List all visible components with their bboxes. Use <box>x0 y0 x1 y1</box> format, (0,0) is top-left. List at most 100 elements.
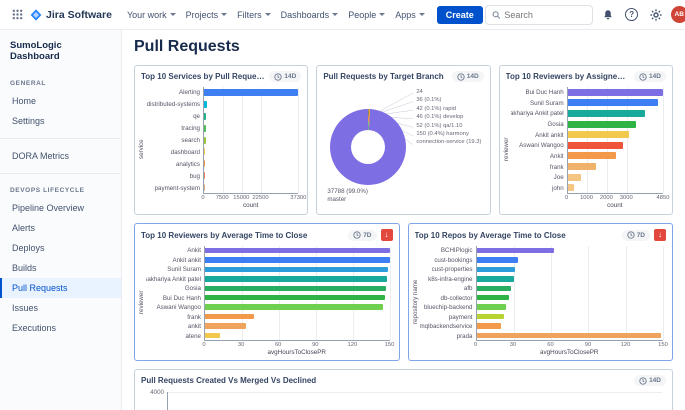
time-range-label: 14D <box>466 73 479 80</box>
category-labels: Alerting distributed-systems qe tracing sear… <box>146 87 203 194</box>
category-label: afb <box>463 285 473 293</box>
time-range-label: 14D <box>649 73 661 80</box>
sidebar-item-alerts[interactable]: Alerts <box>12 223 36 233</box>
nav-item-apps[interactable]: Apps <box>390 6 430 24</box>
search-input[interactable] <box>504 9 586 20</box>
nav-item-people[interactable]: People <box>343 6 390 24</box>
chevron-down-icon <box>264 13 271 16</box>
nav-item-label: Dashboards <box>280 9 330 20</box>
time-range-label: 14D <box>284 73 297 80</box>
x-axis-label: count <box>242 202 259 209</box>
plot-area <box>566 87 664 194</box>
x-tick-label: 0 <box>202 342 206 348</box>
sidebar-item-settings[interactable]: Settings <box>12 116 45 126</box>
sidebar-item-home[interactable]: Home <box>12 96 37 106</box>
x-tick-label: 2000 <box>599 195 613 201</box>
grid-line <box>352 246 354 340</box>
time-range-badge[interactable]: 7D <box>348 229 377 241</box>
donut-callout-label: 52 (0.1%) qa/1.10 <box>416 122 463 129</box>
create-button[interactable]: Create <box>436 5 483 24</box>
time-range-badge[interactable]: 14D <box>634 375 666 386</box>
time-range-label: 14D <box>649 377 661 384</box>
time-range-badge[interactable]: 14D <box>269 71 302 82</box>
x-axis-ticks: 0 1000 2000 3000 4850 <box>565 194 669 202</box>
download-button[interactable]: ↓ <box>654 229 666 241</box>
nav-item-label: Apps <box>395 9 416 20</box>
app-switcher-button[interactable] <box>8 6 26 24</box>
x-axis-ticks: 0 30 60 90 120 150 <box>202 341 394 349</box>
jira-logo-icon <box>30 8 42 21</box>
search-box[interactable] <box>484 4 593 25</box>
settings-button[interactable] <box>647 6 665 24</box>
panel-row-1: Top 10 Services by Pull Requests 14D ser… <box>134 65 673 215</box>
sidebar-item-pipeline-overview[interactable]: Pipeline Overview <box>12 203 85 213</box>
nav-item-your-work[interactable]: Your work <box>122 6 181 24</box>
nav-item-label: Your work <box>126 9 167 20</box>
bar <box>205 332 220 339</box>
x-axis-label: avgHoursToClosePR <box>267 349 326 356</box>
time-range-badge[interactable]: 14D <box>451 71 484 82</box>
bar <box>205 257 390 263</box>
user-avatar[interactable]: AB <box>670 6 685 23</box>
category-label: dashboard <box>170 148 200 156</box>
sidebar-item-dora-metrics[interactable]: DORA Metrics <box>12 151 70 161</box>
x-tick-label: 150 <box>658 342 668 348</box>
x-tick-label: 1000 <box>580 195 593 201</box>
grid-line <box>260 87 262 193</box>
clock-icon <box>274 72 283 81</box>
bar <box>204 101 207 109</box>
category-label: frank <box>549 163 564 171</box>
grid-line <box>315 246 317 340</box>
jira-home-link[interactable]: Jira Software <box>30 9 112 21</box>
donut-main-label: 37788 (99.0%) master <box>327 188 368 204</box>
repos-time-bar-chart: repository name BCHIPlogic cust-bookings c… <box>409 243 673 360</box>
download-button[interactable]: ↓ <box>380 229 393 241</box>
grid-line <box>663 246 664 340</box>
bell-icon <box>603 9 612 19</box>
category-label: ankit <box>187 323 201 331</box>
category-label: Bui Duc Hanh <box>525 88 564 96</box>
x-tick-label: 30 <box>237 342 245 348</box>
panel-header: Pull Requests by Target Branch 14D <box>317 66 489 84</box>
panel-title: Top 10 Reviewers by Assigned Pull ... <box>505 72 630 81</box>
sidebar-item-issues[interactable]: Issues <box>12 303 39 313</box>
bar <box>205 276 388 282</box>
chevron-down-icon <box>221 13 228 16</box>
category-label: BCHIPlogic <box>440 247 473 255</box>
donut-callout-label: 42 (0.1%) rapid <box>416 105 456 112</box>
sidebar-item-builds[interactable]: Builds <box>12 263 37 273</box>
category-label: prada <box>456 332 473 340</box>
sidebar-item-pull-requests[interactable]: Pull Requests <box>0 278 121 298</box>
sidebar-divider <box>0 173 121 174</box>
category-label: analytics <box>175 160 200 168</box>
category-label: sakhariya Ankit patel <box>146 275 201 283</box>
time-range-badge[interactable]: 14D <box>634 71 666 82</box>
sidebar-item-deploys[interactable]: Deploys <box>12 243 45 253</box>
sidebar-section-heading: GENERAL <box>10 80 46 87</box>
download-icon: ↓ <box>384 230 389 239</box>
x-tick-label: 3000 <box>619 195 633 201</box>
chevron-down-icon <box>169 13 176 16</box>
sidebar-item-executions[interactable]: Executions <box>12 323 57 333</box>
sidebar: SumoLogic Dashboard GENERAL Home Settings D… <box>0 30 122 410</box>
panel-header: Top 10 Reviewers by Assigned Pull ... 14… <box>500 66 672 84</box>
x-axis-label: avgHoursToClosePR <box>540 349 599 356</box>
grid-line <box>513 246 515 340</box>
bar <box>476 247 554 254</box>
time-range-label: 7D <box>363 231 372 239</box>
donut-callout-label: 24 <box>416 89 423 95</box>
nav-item-dashboards[interactable]: Dashboards <box>276 6 344 24</box>
category-label: Ankit ankit <box>535 131 564 139</box>
nav-item-filters[interactable]: Filters <box>232 6 276 24</box>
panel-title: Pull Requests Created Vs Merged Vs Decli… <box>141 376 317 385</box>
help-button[interactable]: ? <box>623 6 641 24</box>
panel-title: Top 10 Services by Pull Requests <box>141 72 266 81</box>
time-range-badge[interactable]: 7D <box>621 229 650 241</box>
donut-callout-label: connection-service (19.3) <box>416 139 482 146</box>
nav-item-projects[interactable]: Projects <box>181 6 233 24</box>
x-tick-label: 0 <box>201 195 205 201</box>
bar <box>204 148 206 156</box>
clock-icon <box>639 72 647 81</box>
notifications-button[interactable] <box>599 6 617 24</box>
x-tick-label: 22500 <box>252 195 269 201</box>
